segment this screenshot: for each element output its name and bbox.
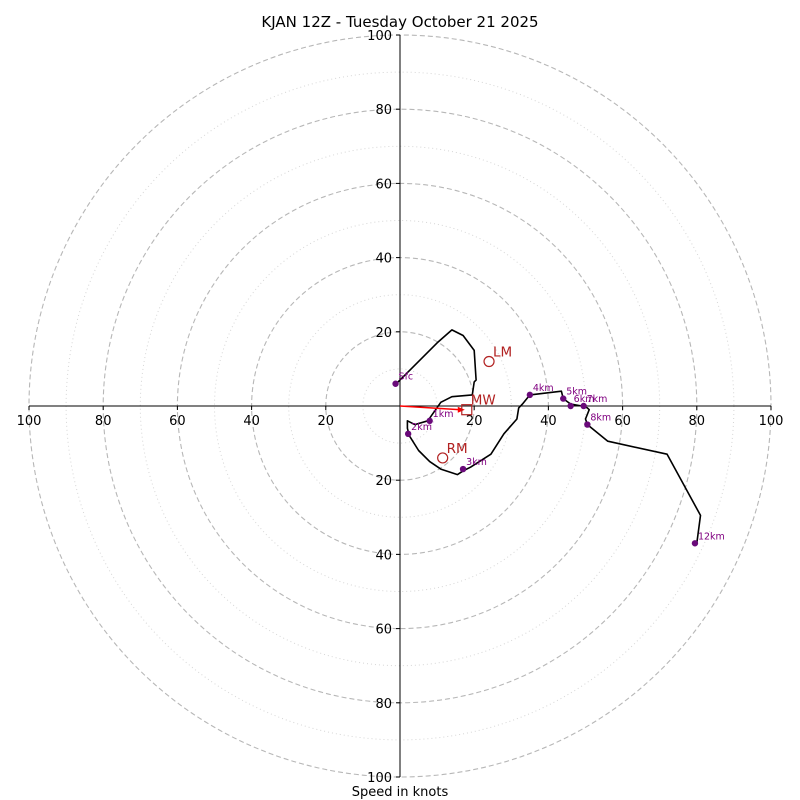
height-marker-point [392, 380, 399, 387]
height-marker-point [404, 430, 412, 438]
storm-motion-label-mw: MW [471, 393, 496, 409]
y-tick-label: 40 [375, 548, 392, 563]
storm-motion-label-lm: LM [493, 344, 512, 360]
height-marker-label: 1km [433, 409, 454, 420]
x-tick-label: 60 [169, 414, 186, 429]
height-marker-label: 6km [574, 394, 595, 405]
y-tick-label: 60 [375, 177, 392, 192]
height-marker-point [459, 465, 467, 473]
mean-wind-vector [399, 405, 461, 411]
y-tick-label: 60 [375, 623, 392, 638]
height-marker-point [426, 417, 433, 425]
height-marker-label: 8km [590, 413, 611, 424]
x-tick-label: 20 [466, 414, 483, 429]
height-marker-point [584, 421, 591, 428]
hodograph-trace-line [395, 329, 702, 544]
height-marker-label: 3km [466, 457, 487, 468]
y-tick-label: 20 [375, 474, 392, 489]
height-marker-label: 4km [533, 383, 554, 394]
x-tick-label: 80 [689, 414, 706, 429]
y-tick-label: 20 [375, 326, 392, 341]
height-marker-label: Sfc [399, 372, 414, 383]
storm-motion-marker-lm [483, 355, 495, 368]
height-marker-label: 2km [411, 422, 432, 433]
height-marker-label: 12km [698, 531, 725, 542]
chart-title: KJAN 12Z - Tuesday October 21 2025 [261, 13, 538, 31]
hodograph-trace-layer [395, 329, 702, 544]
height-marker-point [691, 540, 699, 547]
x-tick-label: 80 [95, 414, 112, 429]
tick-labels-layer: 100 80 60 40 20 20 40 60 80 100100806040202040608… [17, 29, 784, 786]
storm-motion-marker-rm [437, 452, 449, 464]
storm-motion-label-rm: RM [447, 441, 468, 457]
height-marker-point [567, 402, 574, 410]
x-tick-label: 40 [540, 414, 557, 429]
height-marker-point [560, 395, 567, 402]
x-axis-label: Speed in knots [352, 785, 449, 800]
y-tick-label: 100 [367, 29, 392, 44]
height-marker-point [526, 391, 534, 399]
x-tick-label: 100 [17, 414, 42, 429]
x-tick-label: 20 [318, 414, 335, 429]
x-tick-label: 40 [243, 414, 260, 429]
height-marker-label: 7km [587, 394, 608, 405]
y-tick-label: 80 [375, 103, 392, 118]
storm-motion-layer: LM RM MW [437, 344, 512, 464]
x-tick-label: 100 [759, 414, 784, 429]
height-marker-point [580, 402, 587, 410]
y-tick-label: 100 [367, 771, 392, 786]
y-tick-label: 80 [375, 697, 392, 712]
storm-motion-marker-mw [461, 404, 473, 416]
x-tick-label: 60 [614, 414, 631, 429]
height-marker-label: 5km [566, 387, 587, 398]
y-tick-label: 40 [375, 252, 392, 267]
